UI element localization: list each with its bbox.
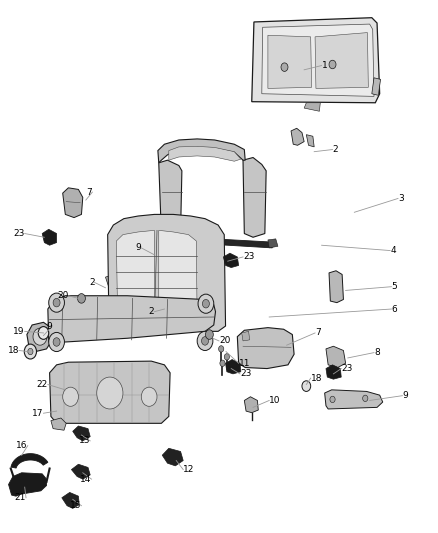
- Circle shape: [49, 333, 64, 352]
- Text: 16: 16: [16, 441, 28, 450]
- Polygon shape: [27, 322, 52, 352]
- Polygon shape: [244, 397, 258, 413]
- Text: 18: 18: [311, 374, 322, 383]
- Text: 12: 12: [183, 465, 194, 474]
- Text: 3: 3: [398, 194, 404, 203]
- Circle shape: [202, 300, 209, 308]
- Circle shape: [78, 294, 85, 303]
- Text: 19: 19: [13, 327, 25, 336]
- Circle shape: [224, 354, 230, 360]
- Polygon shape: [268, 239, 278, 248]
- Text: 23: 23: [13, 229, 25, 238]
- Polygon shape: [326, 346, 346, 368]
- Polygon shape: [63, 188, 83, 217]
- Polygon shape: [242, 332, 250, 341]
- Circle shape: [24, 344, 36, 359]
- Circle shape: [201, 337, 208, 345]
- Text: 9: 9: [46, 321, 52, 330]
- Text: 20: 20: [57, 291, 68, 300]
- Circle shape: [219, 346, 224, 352]
- Polygon shape: [51, 418, 66, 430]
- Text: 23: 23: [240, 369, 251, 378]
- Circle shape: [97, 377, 123, 409]
- Polygon shape: [325, 390, 383, 409]
- Text: 2: 2: [89, 278, 95, 287]
- Polygon shape: [106, 274, 119, 290]
- Polygon shape: [42, 229, 57, 245]
- Text: 2: 2: [332, 145, 338, 154]
- Polygon shape: [49, 361, 170, 423]
- Polygon shape: [226, 360, 241, 374]
- Text: 17: 17: [32, 409, 43, 418]
- Polygon shape: [315, 33, 368, 88]
- Polygon shape: [159, 160, 182, 236]
- Circle shape: [198, 294, 214, 313]
- Text: 6: 6: [392, 304, 397, 313]
- Polygon shape: [329, 271, 343, 303]
- Polygon shape: [159, 230, 197, 322]
- Circle shape: [63, 387, 78, 406]
- Circle shape: [302, 381, 311, 391]
- Text: 5: 5: [392, 282, 397, 291]
- Polygon shape: [326, 365, 341, 379]
- Circle shape: [33, 328, 47, 345]
- Text: 11: 11: [239, 359, 250, 368]
- Text: 2: 2: [149, 307, 154, 316]
- Circle shape: [28, 349, 33, 355]
- Text: 21: 21: [14, 493, 26, 502]
- Polygon shape: [9, 473, 46, 496]
- Circle shape: [53, 298, 60, 307]
- Polygon shape: [304, 103, 320, 111]
- Polygon shape: [223, 253, 239, 268]
- Text: 7: 7: [87, 188, 92, 197]
- Circle shape: [38, 327, 49, 340]
- Text: 15: 15: [70, 501, 81, 510]
- Polygon shape: [237, 328, 294, 368]
- Text: 9: 9: [135, 244, 141, 253]
- Circle shape: [220, 360, 225, 367]
- Text: 13: 13: [79, 437, 90, 446]
- Text: 23: 23: [243, 253, 254, 261]
- Text: 22: 22: [37, 380, 48, 389]
- Polygon shape: [262, 24, 374, 96]
- Text: 14: 14: [80, 475, 92, 483]
- Polygon shape: [11, 454, 48, 468]
- Circle shape: [49, 293, 64, 312]
- Polygon shape: [243, 158, 266, 237]
- Circle shape: [141, 387, 157, 406]
- Text: 9: 9: [403, 391, 408, 400]
- Polygon shape: [372, 78, 381, 95]
- Polygon shape: [162, 448, 183, 466]
- Circle shape: [205, 330, 213, 340]
- Text: 23: 23: [341, 364, 353, 373]
- Text: 10: 10: [269, 396, 281, 405]
- Text: 7: 7: [315, 328, 321, 337]
- Polygon shape: [155, 236, 272, 248]
- Text: 1: 1: [321, 61, 327, 70]
- Polygon shape: [268, 35, 311, 88]
- Polygon shape: [252, 18, 380, 103]
- Polygon shape: [158, 139, 245, 163]
- Polygon shape: [62, 492, 79, 508]
- Polygon shape: [306, 135, 314, 147]
- Text: 8: 8: [374, 348, 380, 357]
- Polygon shape: [162, 298, 175, 312]
- Polygon shape: [71, 464, 90, 479]
- Polygon shape: [117, 230, 154, 322]
- Polygon shape: [169, 147, 241, 161]
- Text: 18: 18: [7, 346, 19, 355]
- Text: 20: 20: [219, 336, 230, 345]
- Polygon shape: [108, 214, 226, 332]
- Text: 4: 4: [390, 246, 396, 255]
- Circle shape: [281, 63, 288, 71]
- Circle shape: [363, 395, 368, 401]
- Polygon shape: [291, 128, 304, 146]
- Circle shape: [53, 338, 60, 346]
- Polygon shape: [73, 426, 90, 441]
- Circle shape: [329, 60, 336, 69]
- Circle shape: [330, 396, 335, 402]
- Polygon shape: [48, 296, 215, 342]
- Circle shape: [197, 332, 213, 351]
